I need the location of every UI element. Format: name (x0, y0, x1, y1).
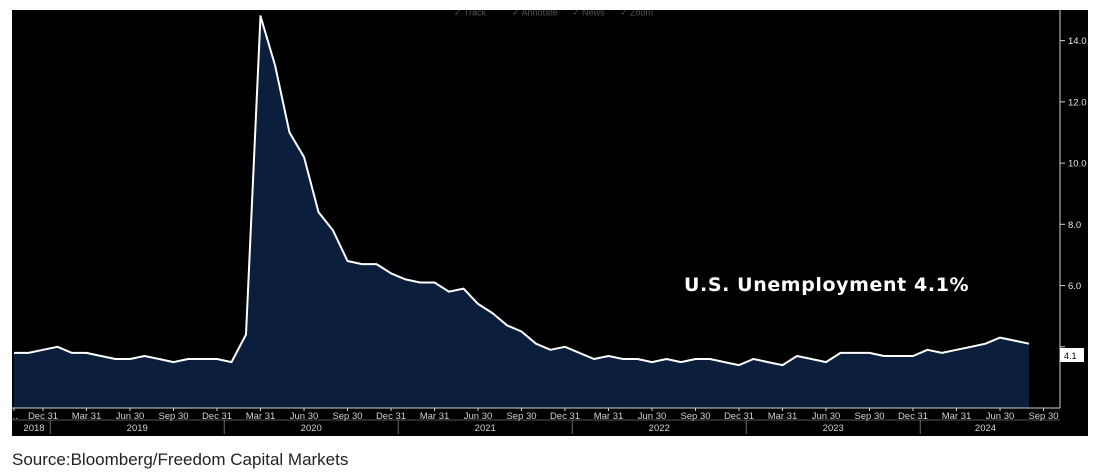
chart-panel: ✓ Track ✓ Annotate ✓ News ✓ Zoom 6.0 8.0 10.0… (12, 10, 1088, 436)
source-note: Source:Bloomberg/Freedom Capital Markets (12, 450, 349, 469)
x-tick-label: Jun 30 (986, 411, 1015, 422)
unemployment-annotation: U.S. Unemployment 4.1% (684, 274, 969, 296)
x-tick-label: Dec 31 (550, 411, 580, 422)
unemployment-chart: ✓ Track ✓ Annotate ✓ News ✓ Zoom 6.0 8.0 10.0… (12, 10, 1087, 434)
x-tick-label: Jun 30 (812, 411, 841, 422)
toolbar-item-track[interactable]: ✓ Track (454, 10, 487, 17)
toolbar-item-news[interactable]: ✓ News (572, 10, 605, 17)
unemployment-area (14, 16, 1029, 408)
x-tick-label: Dec 31 (376, 411, 406, 422)
year-label: 2021 (475, 423, 496, 434)
last-value-marker: 4.1 (1060, 348, 1084, 362)
year-label: 2019 (127, 423, 148, 434)
y-tick-label: 8.0 (1068, 220, 1081, 231)
x-axis: ... Dec 31 Mar 31 Jun 30 Sep 30 Dec 31 Mar 31 J… (12, 407, 1060, 434)
x-tick-label: Sep 30 (332, 411, 362, 422)
x-tick-label: Mar 31 (594, 411, 624, 422)
x-tick-label: Mar 31 (942, 411, 972, 422)
y-tick-label: 10.0 (1068, 159, 1087, 170)
x-tick-label: Jun 30 (638, 411, 667, 422)
x-tick-label: Sep 30 (506, 411, 536, 422)
x-tick-label: ... (12, 411, 18, 422)
toolbar-item-zoom[interactable]: ✓ Zoom (620, 10, 653, 17)
x-tick-label: Sep 30 (854, 411, 884, 422)
x-tick-label: Sep 30 (158, 411, 188, 422)
x-tick-label: Mar 31 (768, 411, 798, 422)
x-tick-label: Dec 31 (724, 411, 754, 422)
x-tick-label: Jun 30 (464, 411, 493, 422)
plot-area (14, 15, 1030, 408)
unemployment-line (14, 15, 1030, 367)
x-tick-label: Mar 31 (246, 411, 276, 422)
y-tick-label: 12.0 (1068, 97, 1087, 108)
year-label: 2024 (975, 423, 996, 434)
y-tick-label: 6.0 (1068, 281, 1081, 292)
year-label: 2022 (649, 423, 670, 434)
year-label: 2018 (23, 423, 44, 434)
year-label: 2020 (301, 423, 322, 434)
x-tick-label: Mar 31 (72, 411, 102, 422)
x-tick-label: Jun 30 (290, 411, 319, 422)
x-tick-label: Mar 31 (420, 411, 450, 422)
x-tick-label: Jun 30 (116, 411, 145, 422)
last-value-label: 4.1 (1064, 351, 1077, 361)
x-tick-label: Dec 31 (202, 411, 232, 422)
y-tick-label: 14.0 (1068, 36, 1087, 47)
y-axis: 6.0 8.0 10.0 12.0 14.0 (1059, 10, 1087, 408)
last-value-badge (1060, 348, 1084, 362)
x-tick-label: Sep 30 (680, 411, 710, 422)
x-tick-label: Dec 31 (28, 411, 58, 422)
toolbar-item-annotate[interactable]: ✓ Annotate (512, 10, 558, 17)
year-label: 2023 (823, 423, 844, 434)
x-tick-label: Sep 30 (1028, 411, 1058, 422)
x-tick-label: Dec 31 (898, 411, 928, 422)
chart-toolbar: ✓ Track ✓ Annotate ✓ News ✓ Zoom (454, 10, 653, 17)
